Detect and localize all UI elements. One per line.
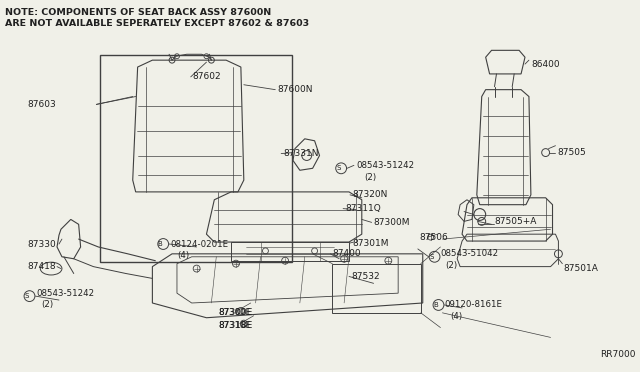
Text: 87300M: 87300M bbox=[374, 218, 410, 227]
Text: (2): (2) bbox=[445, 261, 458, 270]
Text: 87320N: 87320N bbox=[352, 190, 387, 199]
Text: 87318E: 87318E bbox=[218, 321, 253, 330]
Text: 87418: 87418 bbox=[28, 262, 56, 271]
Text: S: S bbox=[336, 165, 340, 171]
Text: (2): (2) bbox=[42, 301, 53, 310]
Text: 87532: 87532 bbox=[351, 272, 380, 281]
Text: B: B bbox=[158, 241, 163, 247]
Text: 87300E: 87300E bbox=[218, 308, 253, 317]
Text: 87600N: 87600N bbox=[277, 85, 313, 94]
Text: 87505: 87505 bbox=[557, 148, 586, 157]
Text: 08543-51242: 08543-51242 bbox=[356, 161, 414, 170]
Text: 87300E: 87300E bbox=[218, 308, 252, 317]
Text: 87505+A: 87505+A bbox=[495, 217, 537, 226]
Text: 87331N: 87331N bbox=[283, 149, 319, 158]
Text: (2): (2) bbox=[364, 173, 376, 182]
Text: NOTE: COMPONENTS OF SEAT BACK ASSY 87600N: NOTE: COMPONENTS OF SEAT BACK ASSY 87600… bbox=[5, 8, 271, 17]
Text: S: S bbox=[24, 293, 29, 299]
Text: 09120-8161E: 09120-8161E bbox=[444, 301, 502, 310]
Text: 87330: 87330 bbox=[28, 240, 56, 248]
Text: RR7000: RR7000 bbox=[600, 350, 636, 359]
Bar bbox=[332, 264, 420, 313]
Text: (4): (4) bbox=[451, 312, 462, 321]
Bar bbox=[100, 55, 292, 262]
Text: 87318E: 87318E bbox=[218, 321, 252, 330]
Text: B: B bbox=[433, 302, 438, 308]
Text: 87603: 87603 bbox=[28, 100, 56, 109]
Text: 87400: 87400 bbox=[332, 249, 361, 258]
Text: 08543-51242: 08543-51242 bbox=[36, 289, 95, 298]
Text: ARE NOT AVAILABLE SEPERATELY EXCEPT 87602 & 87603: ARE NOT AVAILABLE SEPERATELY EXCEPT 8760… bbox=[5, 19, 309, 28]
Text: 87506: 87506 bbox=[420, 232, 449, 242]
Text: S: S bbox=[429, 254, 434, 260]
Text: 87301M: 87301M bbox=[352, 238, 388, 247]
Text: 87602: 87602 bbox=[193, 73, 221, 81]
Text: 87311Q: 87311Q bbox=[345, 204, 381, 213]
Text: 87501A: 87501A bbox=[563, 264, 598, 273]
Text: (4): (4) bbox=[177, 251, 189, 260]
Text: 08124-0201E: 08124-0201E bbox=[170, 240, 228, 248]
Text: 08543-51042: 08543-51042 bbox=[440, 249, 499, 258]
Text: 86400: 86400 bbox=[531, 60, 559, 68]
